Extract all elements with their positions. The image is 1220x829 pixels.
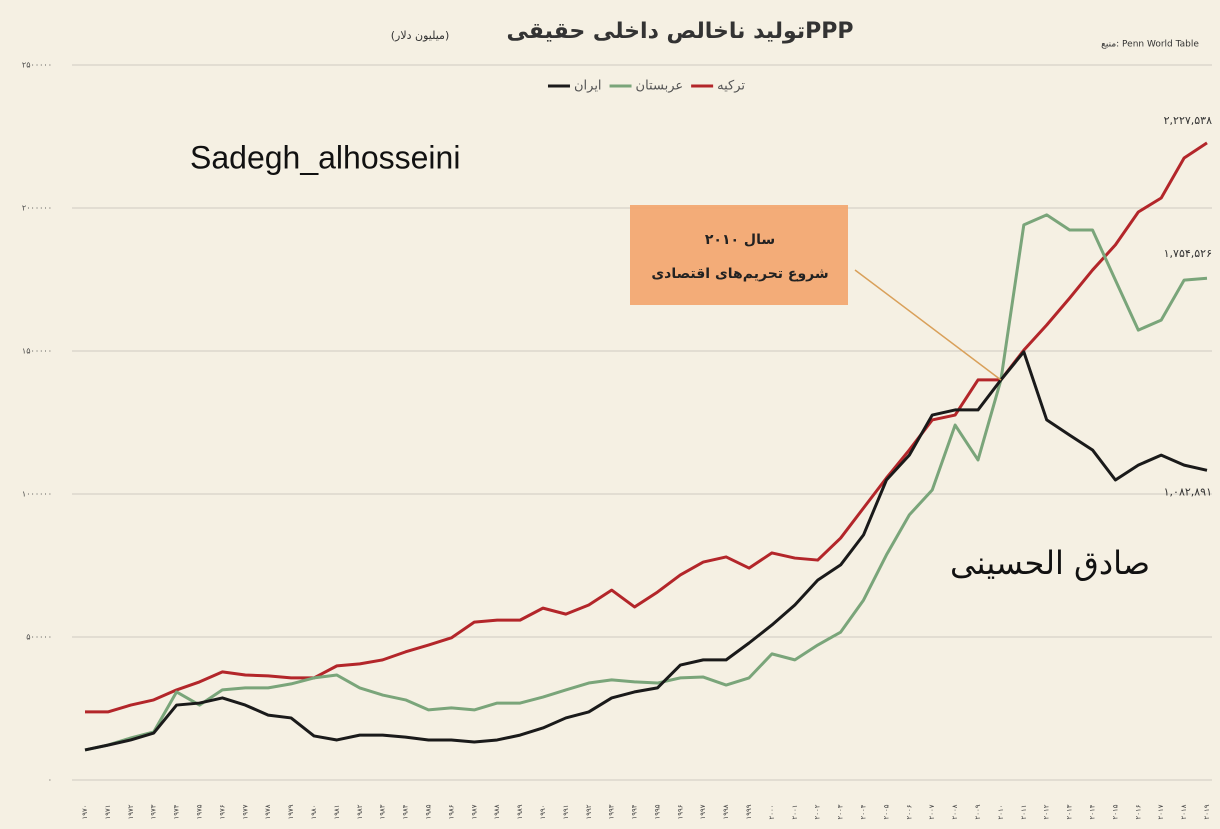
x-tick-label: ۱۹۷۳ xyxy=(150,804,158,819)
x-tick-label: ۲۰۰۸ xyxy=(951,804,959,819)
value-label: ۲,۲۲۷,۵۳۸ xyxy=(1164,114,1212,127)
y-tick-label: ۲۰۰۰۰۰۰ xyxy=(22,204,52,213)
watermark: صادق الحسینی xyxy=(950,544,1150,582)
line-series xyxy=(84,213,1208,752)
watermark: Sadegh_alhosseini xyxy=(190,139,460,175)
x-tick-label: ۲۰۰۶ xyxy=(905,804,913,819)
annotation-text: شروع تحریم‌های اقتصادی xyxy=(651,266,828,282)
x-tick-label: ۲۰۱۹ xyxy=(1203,804,1211,819)
x-tick-label: ۱۹۷۹ xyxy=(287,804,295,819)
x-tick-label: ۲۰۰۹ xyxy=(974,804,982,819)
x-tick-label: ۲۰۱۱ xyxy=(1020,804,1028,819)
x-tick-label: ۱۹۹۲ xyxy=(585,804,593,819)
value-label: ۱,۰۸۲,۸۹۱ xyxy=(1164,485,1212,498)
chart-subtitle: (میلیون دلار) xyxy=(391,29,450,42)
x-tick-label: ۲۰۰۳ xyxy=(837,804,845,819)
source: منبع: Penn World Table xyxy=(1101,40,1199,50)
x-tick-label: ۱۹۹۸ xyxy=(722,804,730,819)
x-tick-label: ۲۰۰۲ xyxy=(814,804,822,819)
x-tick-label: ۲۰۰۷ xyxy=(928,804,936,819)
x-tick-label: ۲۰۱۲ xyxy=(1043,804,1051,819)
plot-area: ۰ ۵۰۰۰۰۰ ۱۰۰۰۰۰۰ ۱۵۰۰۰۰۰ ۲۰۰۰۰۰۰ ۲۵۰۰۰۰۰ ۱۹۷۰ ۱… xyxy=(22,61,1212,820)
x-tick-label: ۱۹۹۰ xyxy=(539,804,547,819)
x-tick-label: ۲۰۱۶ xyxy=(1134,804,1142,819)
y-tick-label: ۱۰۰۰۰۰۰ xyxy=(22,490,52,499)
x-tick-label: ۲۰۱۴ xyxy=(1089,804,1097,819)
x-tick-label: ۱۹۷۴ xyxy=(173,804,181,819)
x-tick-label: ۱۹۹۳ xyxy=(608,804,616,819)
x-tick-label: ۱۹۸۵ xyxy=(424,804,432,819)
x-tick-label: ۱۹۸۹ xyxy=(516,804,524,819)
line-series xyxy=(84,350,1208,752)
x-tick-label: ۱۹۸۴ xyxy=(402,804,410,819)
y-tick-label: ۵۰۰۰۰۰ xyxy=(26,633,52,642)
x-tick-label: ۲۰۱۳ xyxy=(1066,804,1074,819)
x-tick-label: ۱۹۹۶ xyxy=(676,804,684,819)
value-label: ۱,۷۵۴,۵۲۶ xyxy=(1164,247,1212,260)
x-tick-label: ۱۹۸۳ xyxy=(379,804,387,819)
legend-label: ترکیه xyxy=(717,79,745,94)
x-tick-label: ۱۹۷۸ xyxy=(264,804,272,819)
x-tick-label: ۲۰۰۴ xyxy=(860,804,868,819)
x-tick-label: ۱۹۹۹ xyxy=(745,804,753,819)
y-tick-label: ۰ xyxy=(48,776,52,785)
chart-title: تولید ناخالص داخلی حقیقیPPP xyxy=(507,19,854,44)
annotation-pointer xyxy=(854,269,1002,381)
x-tick-label: ۲۰۰۵ xyxy=(882,804,890,819)
x-tick-label: ۱۹۷۷ xyxy=(241,804,249,819)
x-tick-label: ۱۹۹۴ xyxy=(631,804,639,819)
x-tick-label: ۱۹۸۶ xyxy=(447,804,455,819)
x-tick-label: ۱۹۷۰ xyxy=(81,804,89,819)
x-tick-label: ۱۹۸۰ xyxy=(310,804,318,819)
y-tick-label: ۱۵۰۰۰۰۰ xyxy=(22,347,52,356)
x-tick-label: ۱۹۸۸ xyxy=(493,804,501,819)
x-tick-label: ۱۹۷۵ xyxy=(195,804,203,819)
x-tick-label: ۲۰۱۸ xyxy=(1180,804,1188,819)
x-tick-label: ۲۰۱۷ xyxy=(1157,804,1165,819)
x-tick-label: ۲۰۱۰ xyxy=(997,804,1005,819)
x-tick-label: ۲۰۰۰ xyxy=(768,804,776,819)
annotation-box xyxy=(630,205,848,305)
annotation-text: سال ۲۰۱۰ xyxy=(705,232,775,248)
legend-label: ایران xyxy=(574,79,602,94)
x-tick-label: ۱۹۷۱ xyxy=(104,804,112,819)
legend-label: عربستان xyxy=(636,79,684,94)
y-tick-label: ۲۵۰۰۰۰۰ xyxy=(22,61,52,70)
x-tick-label: ۱۹۸۷ xyxy=(470,804,478,819)
x-tick-label: ۱۹۹۷ xyxy=(699,804,707,819)
x-tick-label: ۱۹۷۲ xyxy=(127,804,135,819)
x-tick-label: ۱۹۸۱ xyxy=(333,804,341,819)
x-tick-label: ۱۹۸۲ xyxy=(356,804,364,819)
x-tick-label: ۱۹۹۵ xyxy=(653,804,661,819)
x-tick-label: ۲۰۰۱ xyxy=(791,804,799,819)
x-tick-label: ۱۹۹۱ xyxy=(562,804,570,819)
x-tick-label: ۲۰۱۵ xyxy=(1111,804,1119,819)
x-tick-label: ۱۹۷۶ xyxy=(218,804,226,819)
